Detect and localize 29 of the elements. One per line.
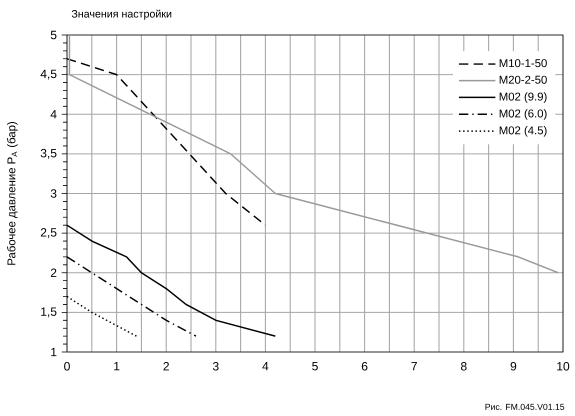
y-tick-label: 2 xyxy=(50,268,56,277)
legend-label: M02 (9.9) xyxy=(500,92,547,103)
text: Рис. FM.045.V01.15 xyxy=(486,404,564,410)
line-series xyxy=(68,34,559,274)
x-tick-label: 2 xyxy=(163,362,169,370)
x-tick-label: 5 xyxy=(312,362,318,370)
legend-label: M10-1-50 xyxy=(500,59,547,68)
x-tick-label: 8 xyxy=(460,362,467,371)
y-tick-label: 3 xyxy=(50,189,56,198)
y-tick-label: 2,5 xyxy=(40,228,56,238)
x-tick-label: 0 xyxy=(64,362,70,371)
chart-title: Значения настройки xyxy=(72,10,172,20)
x-tick-label: 4 xyxy=(262,362,268,370)
legend-label: M02 (6.0) xyxy=(500,109,547,120)
y-tick-label: 5 xyxy=(50,30,56,40)
legend-label: M02 (4.5) xyxy=(500,126,547,137)
x-tick-label: 10 xyxy=(557,362,570,371)
y-tick-label: 3,5 xyxy=(40,148,56,159)
x-tick-label: 9 xyxy=(510,362,516,371)
y-tick-label: 1 xyxy=(51,348,56,356)
y-axis-title: Рабочее давление P$_{A}$ (бар) xyxy=(6,122,18,265)
legend-label: M20-2-50 xyxy=(500,76,547,84)
x-tick-label: 1 xyxy=(114,362,120,370)
y-tick-label: 4 xyxy=(50,110,57,118)
x-tick-label: 7 xyxy=(411,362,417,370)
x-tick-label: 6 xyxy=(362,362,368,371)
x-tick-label: 3 xyxy=(212,362,219,371)
y-tick-label: 4,5 xyxy=(40,70,56,80)
y-tick-label: 1,5 xyxy=(41,307,56,318)
